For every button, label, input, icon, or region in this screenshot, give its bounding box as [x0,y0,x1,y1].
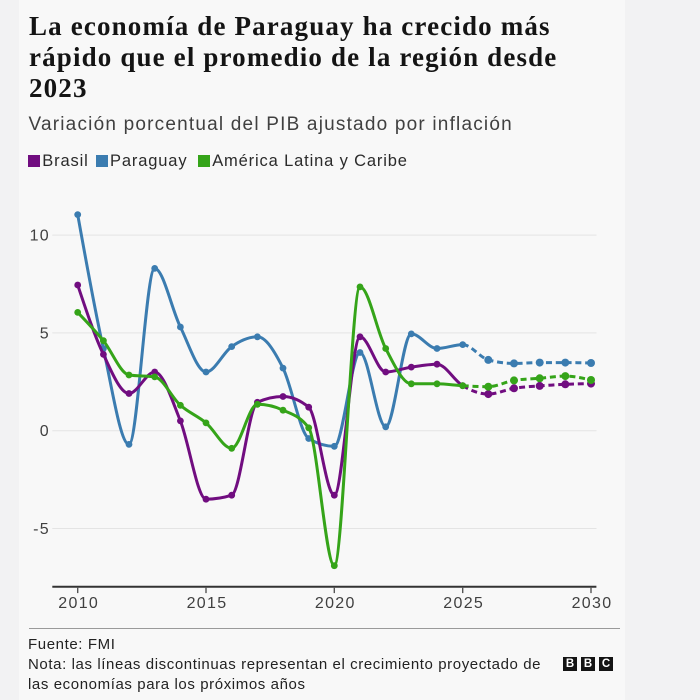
svg-text:2025: 2025 [443,595,484,612]
svg-text:2015: 2015 [187,595,228,612]
svg-text:2020: 2020 [315,595,356,612]
svg-text:5: 5 [40,325,50,342]
svg-text:-5: -5 [33,521,50,538]
svg-text:0: 0 [40,423,50,440]
svg-text:2030: 2030 [572,595,613,612]
svg-text:10: 10 [30,228,50,245]
svg-text:2010: 2010 [58,595,99,612]
